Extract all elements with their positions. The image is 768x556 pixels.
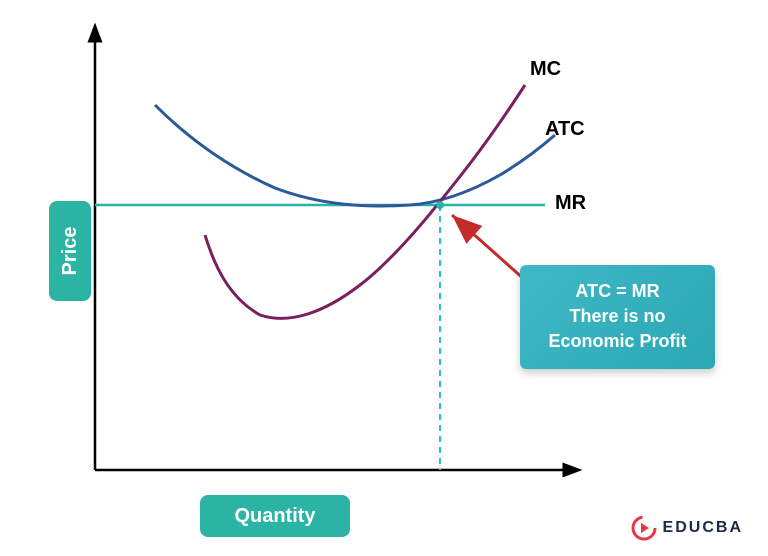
- logo-text: EDUCBA: [663, 519, 743, 537]
- logo-icon: [631, 515, 657, 541]
- y-axis-label: Price: [49, 201, 91, 301]
- mr-label: MR: [555, 192, 586, 215]
- callout-line3: Economic Profit: [538, 329, 697, 354]
- economics-chart: MC ATC MR Price Quantity ATC = MR There …: [0, 0, 768, 556]
- callout-box: ATC = MR There is no Economic Profit: [520, 265, 715, 369]
- callout-arrow: [452, 215, 525, 280]
- educba-logo: EDUCBA: [631, 515, 743, 541]
- atc-label: ATC: [545, 118, 585, 141]
- x-axis-label: Quantity: [200, 495, 350, 537]
- callout-line2: There is no: [538, 304, 697, 329]
- mc-curve: [205, 85, 525, 318]
- callout-line1: ATC = MR: [538, 279, 697, 304]
- atc-curve: [155, 105, 555, 206]
- equilibrium-point: [436, 201, 444, 209]
- mc-label: MC: [530, 58, 561, 81]
